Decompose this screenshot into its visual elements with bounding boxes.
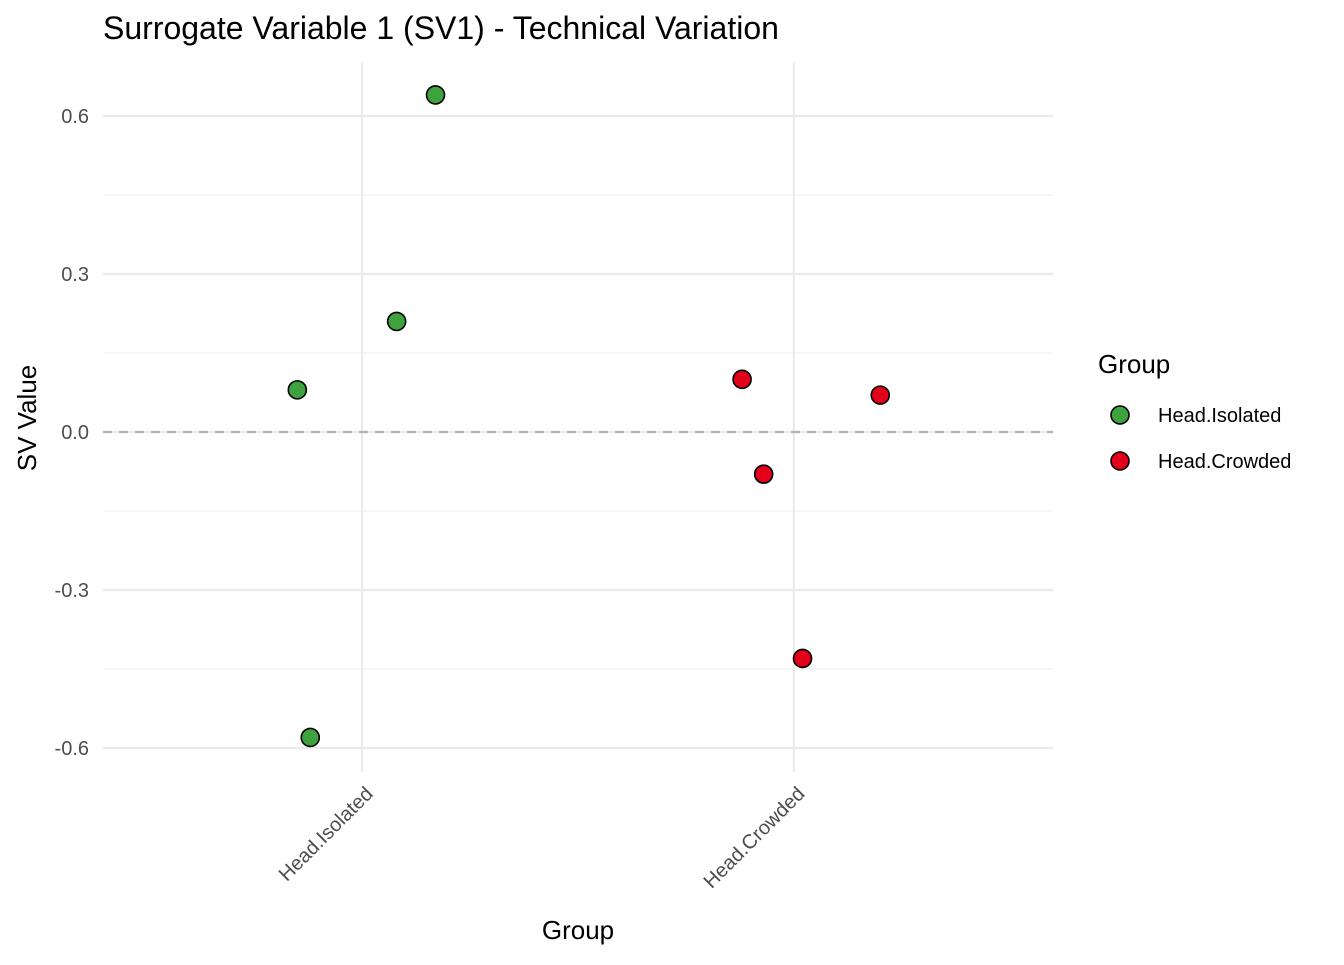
data-point [300, 727, 321, 748]
data-point [425, 85, 446, 105]
legend-key [1110, 451, 1130, 471]
grid-lines [103, 62, 1053, 772]
x-tick-label: Head.Isolated [275, 783, 378, 886]
y-tick-label: 0.0 [61, 422, 89, 444]
data-point [753, 464, 774, 484]
data-point [732, 369, 752, 390]
legend-label: Head.Crowded [1158, 451, 1291, 473]
data-point [870, 385, 891, 405]
data-point [792, 648, 813, 669]
x-tick-label: Head.Crowded [700, 783, 810, 893]
legend-title: Group [1098, 349, 1170, 379]
y-tick-label: 0.6 [61, 106, 89, 128]
data-point [386, 311, 407, 332]
chart-title: Surrogate Variable 1 (SV1) - Technical V… [103, 10, 779, 46]
y-tick-label: 0.3 [61, 264, 89, 286]
y-tick-label: -0.6 [55, 738, 89, 760]
data-point [287, 380, 308, 400]
data-points [287, 85, 891, 748]
x-axis-ticks: Head.Isolated Head.Crowded [275, 783, 810, 893]
y-tick-label: -0.3 [55, 580, 89, 602]
legend: Group Head.Isolated Head.Crowded [1098, 349, 1291, 473]
x-axis-title: Group [542, 915, 614, 945]
legend-entries: Head.Isolated Head.Crowded [1110, 405, 1291, 473]
legend-key [1110, 405, 1130, 425]
y-axis-title: SV Value [12, 365, 42, 471]
legend-label: Head.Isolated [1158, 405, 1281, 427]
y-axis-ticks: 0.6 0.3 0.0 -0.3 -0.6 [55, 106, 89, 760]
